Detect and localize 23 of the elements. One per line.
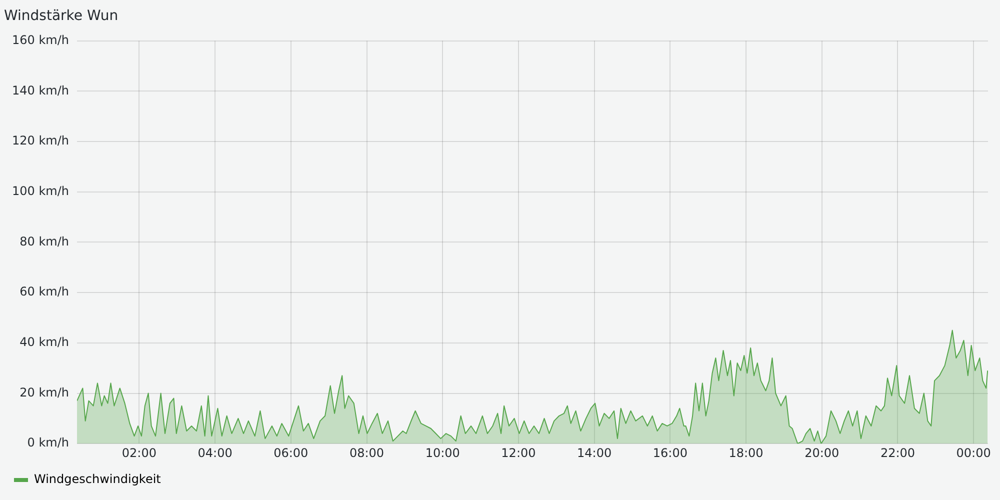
y-tick-label: 60 km/h bbox=[20, 284, 70, 299]
x-tick-label: 14:00 bbox=[577, 446, 612, 460]
y-tick-label: 20 km/h bbox=[20, 385, 70, 400]
legend-label: Windgeschwindigkeit bbox=[34, 472, 162, 486]
y-tick-label: 160 km/h bbox=[12, 32, 70, 47]
y-tick-label: 140 km/h bbox=[12, 83, 70, 98]
x-tick-label: 16:00 bbox=[652, 446, 688, 460]
y-tick-label: 100 km/h bbox=[12, 184, 70, 198]
x-tick-label: 02:00 bbox=[122, 446, 156, 460]
y-tick-label: 40 km/h bbox=[20, 335, 70, 350]
y-tick-label: 120 km/h bbox=[12, 134, 70, 148]
x-tick-label: 04:00 bbox=[198, 446, 232, 460]
x-tick-label: 12:00 bbox=[501, 446, 536, 460]
chart-title: Windstärke Wun bbox=[4, 8, 118, 24]
x-tick-label: 20:00 bbox=[804, 446, 840, 460]
y-tick-label: 80 km/h bbox=[20, 234, 70, 248]
x-tick-label: 18:00 bbox=[728, 446, 764, 460]
x-tick-label: 06:00 bbox=[274, 446, 308, 460]
x-tick-label: 00:00 bbox=[956, 446, 991, 460]
x-tick-label: 08:00 bbox=[349, 446, 384, 460]
y-tick-label: 0 km/h bbox=[27, 436, 70, 450]
x-tick-label: 22:00 bbox=[880, 446, 916, 460]
x-tick-label: 10:00 bbox=[425, 446, 460, 460]
